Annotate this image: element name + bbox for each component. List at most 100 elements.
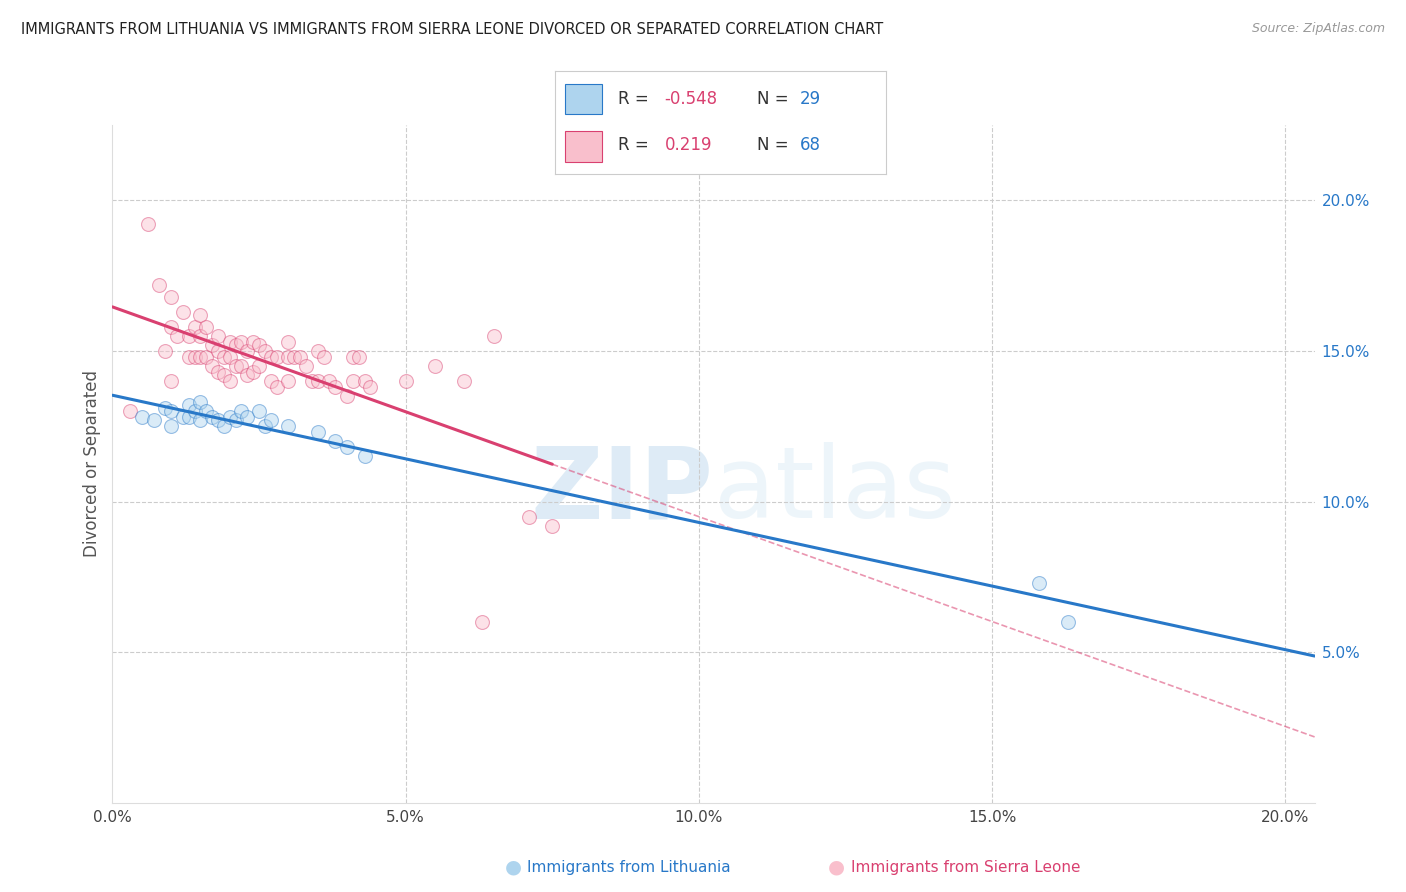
Point <box>247 359 270 373</box>
Point <box>295 359 318 373</box>
Point <box>541 518 564 533</box>
Y-axis label: Divorced or Separated: Divorced or Separated <box>83 370 101 558</box>
Point <box>517 509 540 524</box>
Point <box>160 319 183 334</box>
Text: IMMIGRANTS FROM LITHUANIA VS IMMIGRANTS FROM SIERRA LEONE DIVORCED OR SEPARATED : IMMIGRANTS FROM LITHUANIA VS IMMIGRANTS … <box>21 22 883 37</box>
Point <box>301 374 323 388</box>
Point <box>172 410 194 425</box>
Point <box>260 350 283 364</box>
Point <box>423 359 446 373</box>
Point <box>266 350 288 364</box>
Point <box>177 398 200 412</box>
Point <box>201 338 224 352</box>
Point <box>177 410 200 425</box>
Point <box>1028 575 1050 590</box>
Text: Immigrants from Lithuania: Immigrants from Lithuania <box>527 860 731 874</box>
Point <box>323 380 346 394</box>
Point <box>236 343 259 358</box>
Point <box>207 365 229 379</box>
Point <box>231 334 253 349</box>
Point <box>160 290 183 304</box>
Point <box>336 440 359 454</box>
Point <box>307 425 329 440</box>
Point <box>307 343 329 358</box>
Text: ●: ● <box>828 857 845 877</box>
Point <box>318 374 340 388</box>
Point <box>395 374 418 388</box>
Point <box>195 319 218 334</box>
Point <box>195 404 218 418</box>
Point <box>266 380 288 394</box>
Point <box>201 359 224 373</box>
Point <box>236 368 259 382</box>
Point <box>242 365 264 379</box>
Point <box>307 374 329 388</box>
Point <box>277 419 299 434</box>
Point <box>212 419 235 434</box>
Point <box>207 343 229 358</box>
Text: -0.548: -0.548 <box>665 90 717 108</box>
Point <box>155 343 177 358</box>
Point <box>190 350 212 364</box>
Point <box>323 434 346 449</box>
Point <box>183 350 205 364</box>
Point <box>218 374 240 388</box>
Point <box>207 328 229 343</box>
Point <box>253 343 276 358</box>
Point <box>342 350 364 364</box>
Point <box>195 350 218 364</box>
Point <box>190 308 212 322</box>
Point <box>177 350 200 364</box>
Point <box>277 334 299 349</box>
Point <box>1057 615 1080 629</box>
Point <box>312 350 335 364</box>
Point <box>190 328 212 343</box>
Point <box>225 338 247 352</box>
Point <box>160 419 183 434</box>
Point <box>231 404 253 418</box>
Point <box>142 413 165 427</box>
Point <box>277 350 299 364</box>
FancyBboxPatch shape <box>565 131 602 161</box>
Point <box>347 350 370 364</box>
Point <box>207 413 229 427</box>
Point <box>120 404 142 418</box>
Point <box>236 410 259 425</box>
Point <box>190 413 212 427</box>
Point <box>225 413 247 427</box>
FancyBboxPatch shape <box>565 84 602 114</box>
Point <box>212 368 235 382</box>
Point <box>225 359 247 373</box>
Text: ZIP: ZIP <box>530 442 713 540</box>
Point <box>190 395 212 409</box>
Point <box>148 277 170 292</box>
Point <box>131 410 153 425</box>
Point <box>353 450 375 464</box>
Point <box>231 359 253 373</box>
Point <box>136 217 159 231</box>
Point <box>183 319 205 334</box>
Point <box>242 334 264 349</box>
Text: 29: 29 <box>800 90 821 108</box>
Point <box>277 374 299 388</box>
Text: N =: N = <box>756 90 794 108</box>
Point <box>353 374 375 388</box>
Point <box>247 338 270 352</box>
Point <box>453 374 475 388</box>
Text: Source: ZipAtlas.com: Source: ZipAtlas.com <box>1251 22 1385 36</box>
Point <box>260 374 283 388</box>
Point <box>160 374 183 388</box>
Point <box>342 374 364 388</box>
Point <box>218 334 240 349</box>
Point <box>253 419 276 434</box>
Text: N =: N = <box>756 136 794 154</box>
Point <box>172 304 194 318</box>
Point <box>288 350 311 364</box>
Point <box>155 401 177 416</box>
Point <box>183 404 205 418</box>
Text: Immigrants from Sierra Leone: Immigrants from Sierra Leone <box>851 860 1080 874</box>
Point <box>482 328 505 343</box>
Point <box>177 328 200 343</box>
Text: atlas: atlas <box>713 442 955 540</box>
Point <box>283 350 305 364</box>
